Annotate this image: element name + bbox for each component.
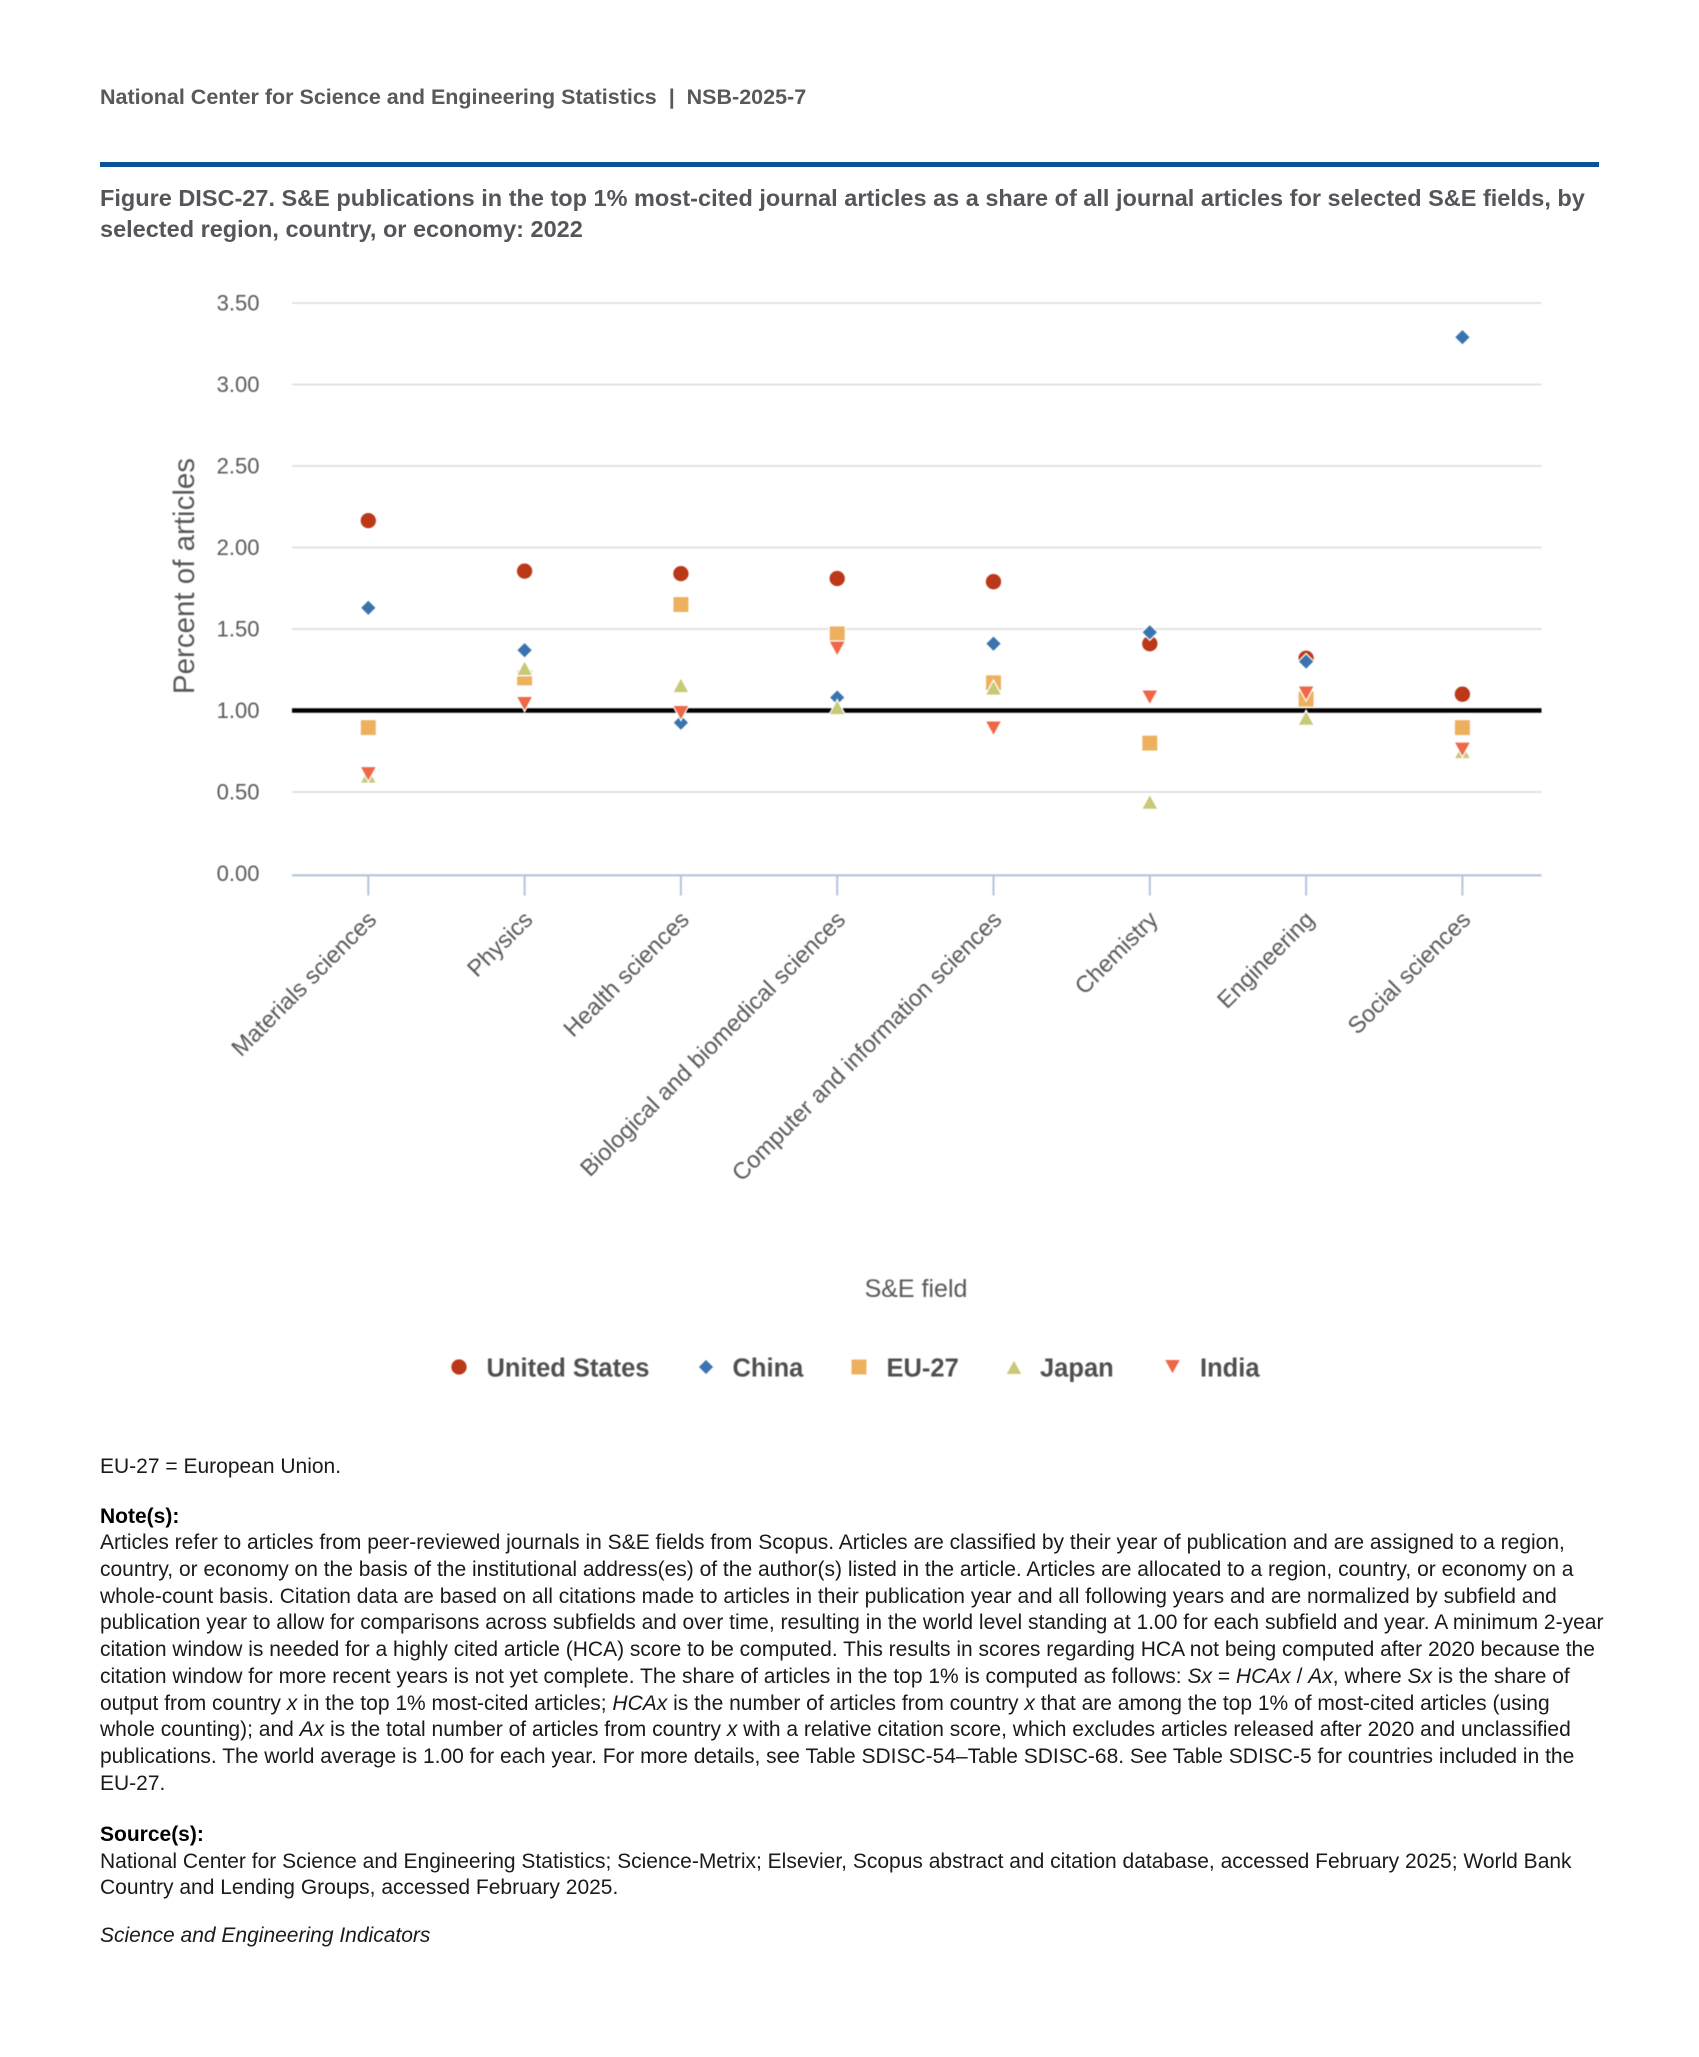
svg-text:Computer and information scien: Computer and information sciences xyxy=(727,906,1007,1186)
svg-text:1.50: 1.50 xyxy=(217,617,260,642)
svg-text:0.00: 0.00 xyxy=(217,861,260,886)
svg-text:Health sciences: Health sciences xyxy=(558,906,694,1042)
svg-text:3.50: 3.50 xyxy=(217,291,260,316)
svg-text:Japan: Japan xyxy=(1040,1354,1114,1382)
svg-text:Materials sciences: Materials sciences xyxy=(226,906,381,1061)
svg-text:2.00: 2.00 xyxy=(217,535,260,560)
svg-text:3.00: 3.00 xyxy=(217,372,260,397)
svg-text:Percent of articles: Percent of articles xyxy=(168,458,201,694)
svg-text:2.50: 2.50 xyxy=(217,454,260,479)
svg-text:Social sciences: Social sciences xyxy=(1343,906,1476,1039)
svg-text:Biological and biomedical scie: Biological and biomedical sciences xyxy=(575,906,850,1181)
svg-text:Engineering: Engineering xyxy=(1212,906,1319,1013)
svg-text:China: China xyxy=(733,1354,805,1382)
svg-text:EU-27: EU-27 xyxy=(887,1354,959,1382)
svg-text:0.50: 0.50 xyxy=(217,780,260,805)
svg-text:India: India xyxy=(1200,1354,1260,1382)
svg-text:Chemistry: Chemistry xyxy=(1070,906,1163,999)
svg-text:Physics: Physics xyxy=(462,906,538,982)
svg-text:S&E field: S&E field xyxy=(865,1275,968,1303)
svg-text:1.00: 1.00 xyxy=(217,698,260,723)
svg-text:United States: United States xyxy=(487,1354,650,1382)
